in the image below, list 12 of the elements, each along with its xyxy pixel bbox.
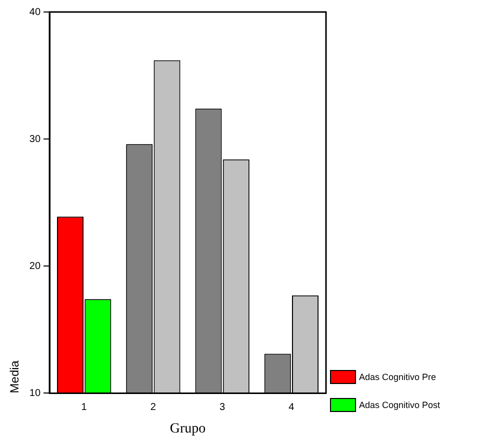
x-tick-label: 3 [220, 402, 226, 413]
x-tick-label: 2 [150, 402, 156, 413]
legend-label: Adas Cognitivo Pre [359, 372, 436, 382]
legend-label: Adas Cognitivo Post [359, 400, 440, 410]
y-tick-label: 30 [29, 134, 41, 145]
y-tick-label: 10 [29, 388, 41, 399]
y-tick-label: 20 [29, 260, 41, 272]
y-tick-label: 40 [29, 6, 41, 18]
x-axis-title: Grupo [170, 421, 206, 436]
y-axis-title: Media [8, 360, 22, 394]
x-tick-label: 4 [288, 402, 295, 413]
x-tick-label: 1 [81, 402, 88, 413]
